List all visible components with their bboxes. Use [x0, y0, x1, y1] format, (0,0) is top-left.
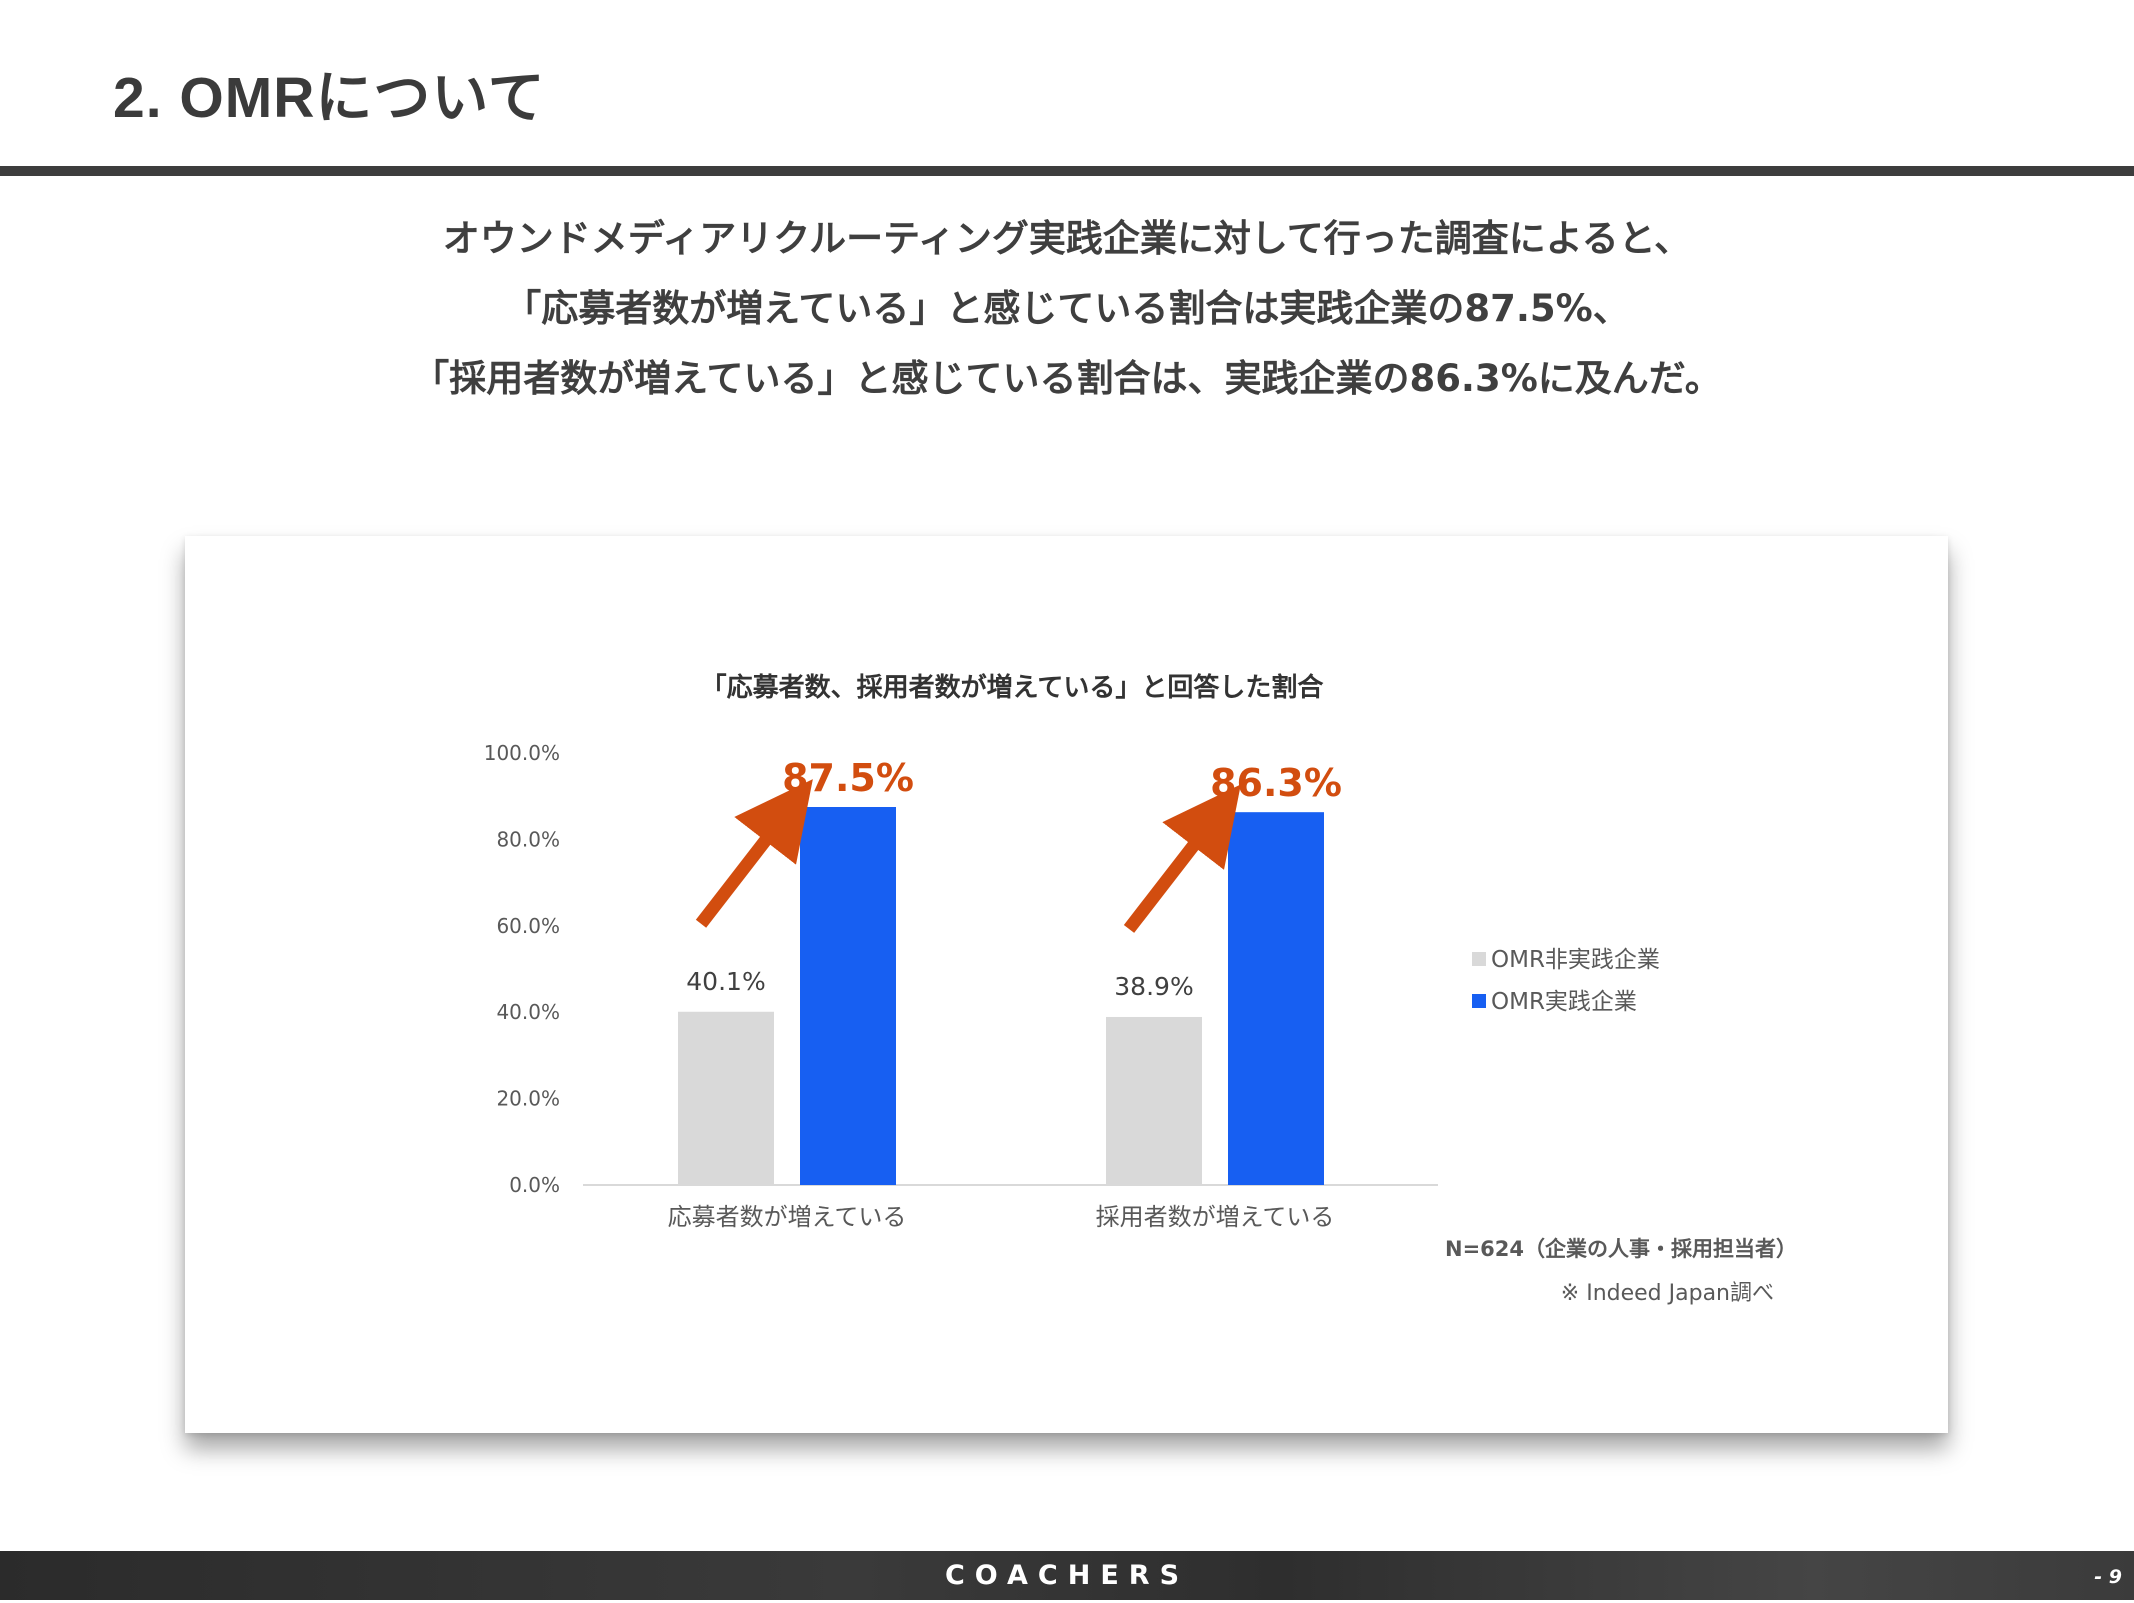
data-label-highlight: 86.3%	[1210, 761, 1342, 805]
sample-note: N=624（企業の人事・採用担当者）	[1445, 1237, 1797, 1261]
page-number: - 9	[2094, 1566, 2122, 1588]
footer-bar: COACHERS - 9	[0, 1551, 2134, 1600]
chart-title: 「応募者数、採用者数が増えている」と回答した割合	[701, 672, 1325, 703]
x-category-label: 応募者数が増えている	[668, 1203, 907, 1231]
y-tick-label: 80.0%	[496, 827, 560, 851]
y-tick-label: 60.0%	[496, 914, 560, 938]
bar-non-practicing	[1106, 1016, 1202, 1185]
source-note: ※ Indeed Japan調べ	[1561, 1281, 1774, 1306]
bar-chart: 「応募者数、採用者数が増えている」と回答した割合 0.0% 20.0% 40.0% 6…	[484, 672, 1797, 1306]
summary-line-3: 「採用者数が増えている」と感じている割合は、実践企業の86.3%に及んだ。	[412, 357, 1722, 400]
legend-swatch	[1472, 994, 1486, 1008]
data-label: 40.1%	[686, 967, 765, 996]
increase-arrow	[1123, 784, 1241, 933]
bar-practicing	[1228, 812, 1324, 1185]
y-tick-label: 0.0%	[509, 1173, 560, 1197]
y-tick-label: 40.0%	[496, 1000, 560, 1024]
x-category-label: 採用者数が増えている	[1096, 1203, 1335, 1231]
data-label-highlight: 87.5%	[782, 756, 914, 800]
data-label: 38.9%	[1114, 972, 1193, 1001]
title-divider	[0, 166, 2134, 176]
chart-card: 「応募者数、採用者数が増えている」と回答した割合 0.0% 20.0% 40.0% 6…	[185, 536, 1948, 1433]
summary-line-1: オウンドメディアリクルーティング実践企業に対して行った調査によると、	[442, 217, 1692, 260]
bar-non-practicing	[678, 1011, 774, 1185]
legend-swatch	[1472, 952, 1486, 966]
summary-text: オウンドメディアリクルーティング実践企業に対して行った調査によると、 「応募者数…	[0, 204, 2134, 414]
y-tick-label: 100.0%	[484, 741, 560, 765]
increase-arrow	[695, 779, 813, 928]
brand-logo: COACHERS	[944, 1560, 1190, 1591]
legend-label: OMR実践企業	[1491, 989, 1637, 1015]
legend-label: OMR非実践企業	[1491, 947, 1660, 973]
bar-practicing	[800, 807, 896, 1185]
summary-line-2: 「応募者数が増えている」と感じている割合は実践企業の87.5%、	[504, 287, 1630, 330]
slide-title: 2. OMRについて	[113, 66, 546, 130]
y-tick-label: 20.0%	[496, 1087, 560, 1111]
